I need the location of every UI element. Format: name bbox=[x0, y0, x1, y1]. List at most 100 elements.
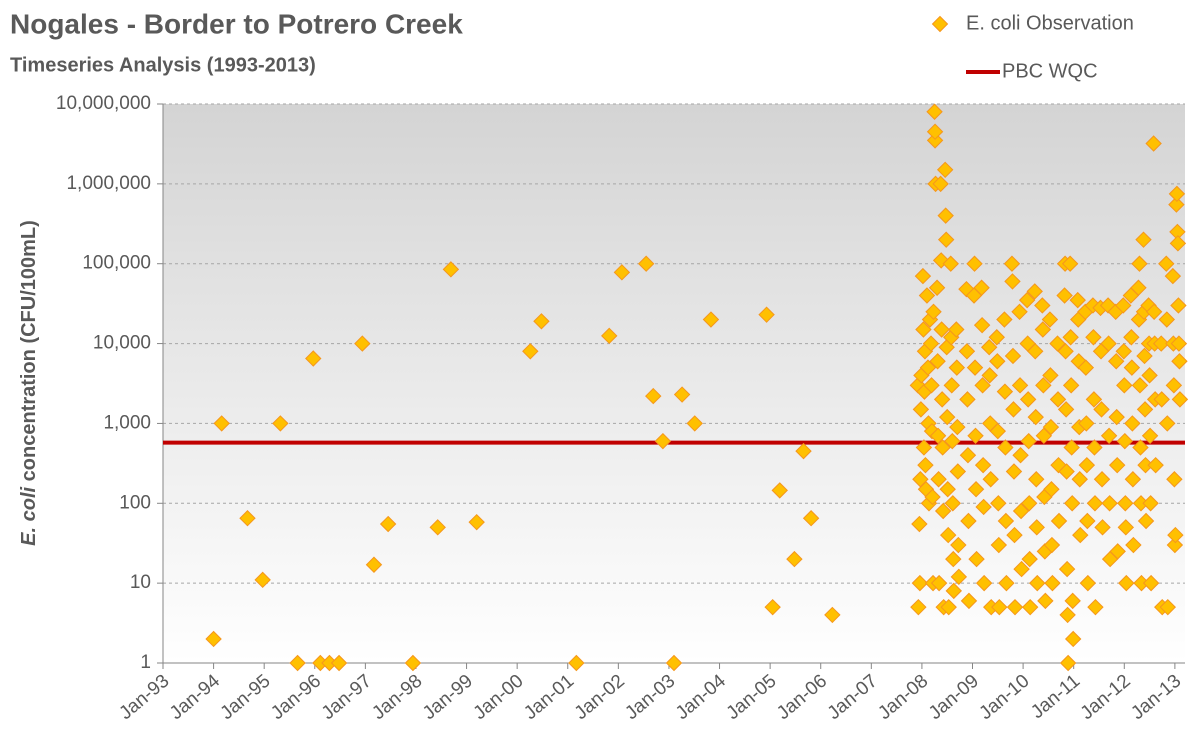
data-point bbox=[1027, 343, 1044, 360]
data-point bbox=[1042, 418, 1060, 436]
data-point bbox=[1006, 526, 1023, 544]
data-point bbox=[686, 415, 703, 432]
data-point bbox=[1170, 297, 1187, 314]
x-tick-label: Jan-08 bbox=[874, 671, 932, 724]
data-point bbox=[1063, 495, 1081, 512]
data-point bbox=[948, 359, 966, 376]
chart-title: Nogales - Border to Potrero Creek bbox=[10, 8, 463, 39]
y-label-italic: E. coli bbox=[18, 486, 40, 545]
data-point bbox=[1153, 391, 1170, 408]
chart-subtitle: Timeseries Analysis (1993-2013) bbox=[10, 54, 316, 76]
y-tick-label: 10,000 bbox=[93, 333, 151, 354]
x-tick-label: Jan-04 bbox=[672, 670, 730, 724]
data-point bbox=[919, 359, 937, 376]
data-point bbox=[1147, 456, 1164, 474]
x-tick-label: Jan-94 bbox=[166, 670, 224, 724]
data-point bbox=[1062, 377, 1080, 394]
data-point bbox=[934, 502, 952, 520]
data-point bbox=[1011, 303, 1028, 321]
data-point bbox=[912, 401, 930, 418]
data-point bbox=[937, 231, 955, 248]
data-point bbox=[1116, 432, 1133, 450]
data-point bbox=[922, 335, 940, 352]
data-point bbox=[932, 175, 949, 193]
x-tick-label: Jan-99 bbox=[419, 671, 477, 724]
data-point bbox=[940, 526, 957, 544]
x-tick-label: Jan-13 bbox=[1127, 671, 1185, 724]
data-point bbox=[980, 339, 998, 356]
data-point bbox=[1058, 463, 1075, 480]
data-point bbox=[1069, 291, 1086, 309]
data-point bbox=[1124, 415, 1141, 432]
data-point bbox=[988, 329, 1005, 346]
data-point bbox=[1044, 574, 1061, 592]
data-point bbox=[1059, 606, 1076, 624]
data-point bbox=[1021, 598, 1039, 616]
data-point bbox=[915, 321, 932, 338]
data-point bbox=[1061, 255, 1079, 272]
data-point bbox=[786, 550, 803, 568]
data-point bbox=[1012, 502, 1030, 520]
data-point bbox=[911, 574, 929, 592]
data-point bbox=[1064, 592, 1081, 610]
data-point bbox=[1028, 519, 1045, 536]
x-tick-label: Jan-98 bbox=[368, 671, 426, 724]
data-point bbox=[975, 498, 992, 516]
data-point bbox=[1109, 543, 1126, 560]
data-point bbox=[948, 321, 965, 338]
y-tick-label: 1,000 bbox=[103, 412, 151, 433]
data-point bbox=[404, 654, 422, 672]
data-point bbox=[960, 592, 978, 610]
data-point bbox=[934, 439, 951, 456]
data-point bbox=[613, 264, 631, 281]
data-point bbox=[429, 519, 446, 536]
data-point bbox=[926, 103, 943, 120]
data-point bbox=[665, 654, 683, 672]
data-point bbox=[997, 439, 1014, 456]
data-point bbox=[1171, 353, 1188, 370]
data-point bbox=[1101, 495, 1118, 512]
data-point bbox=[1100, 335, 1117, 352]
data-point bbox=[1037, 592, 1054, 610]
data-point bbox=[1029, 574, 1046, 592]
data-point bbox=[1042, 367, 1059, 384]
data-point bbox=[998, 574, 1015, 592]
data-point bbox=[1141, 367, 1158, 384]
x-tick-label: Jan-00 bbox=[470, 671, 528, 724]
data-point bbox=[354, 335, 371, 352]
data-point bbox=[1057, 343, 1074, 360]
data-point bbox=[1131, 255, 1148, 272]
data-point bbox=[1136, 401, 1154, 418]
data-point bbox=[930, 574, 948, 592]
data-point bbox=[945, 582, 962, 600]
data-point bbox=[1043, 536, 1061, 554]
data-point bbox=[926, 132, 944, 149]
data-point bbox=[1159, 415, 1176, 432]
data-point bbox=[991, 598, 1008, 616]
data-point bbox=[1170, 335, 1188, 352]
data-point bbox=[1005, 463, 1023, 480]
data-point bbox=[1136, 347, 1153, 365]
data-point bbox=[795, 442, 812, 460]
data-point bbox=[824, 606, 841, 624]
data-point bbox=[1020, 495, 1038, 512]
data-point bbox=[1107, 353, 1125, 370]
data-point bbox=[1135, 231, 1152, 248]
x-tick-label: Jan-11 bbox=[1027, 671, 1084, 724]
data-point bbox=[910, 598, 927, 616]
data-point bbox=[1062, 329, 1079, 346]
data-point bbox=[272, 415, 289, 432]
data-point bbox=[1159, 598, 1177, 616]
data-point bbox=[1006, 598, 1024, 616]
data-point bbox=[990, 495, 1007, 512]
data-point bbox=[1085, 391, 1103, 408]
data-point bbox=[911, 515, 928, 533]
data-point bbox=[1086, 495, 1104, 512]
legend-marker bbox=[931, 15, 949, 33]
data-point bbox=[365, 556, 383, 573]
data-point bbox=[645, 387, 662, 405]
data-point bbox=[967, 481, 985, 498]
data-point bbox=[1035, 427, 1053, 445]
data-point bbox=[1164, 267, 1182, 285]
